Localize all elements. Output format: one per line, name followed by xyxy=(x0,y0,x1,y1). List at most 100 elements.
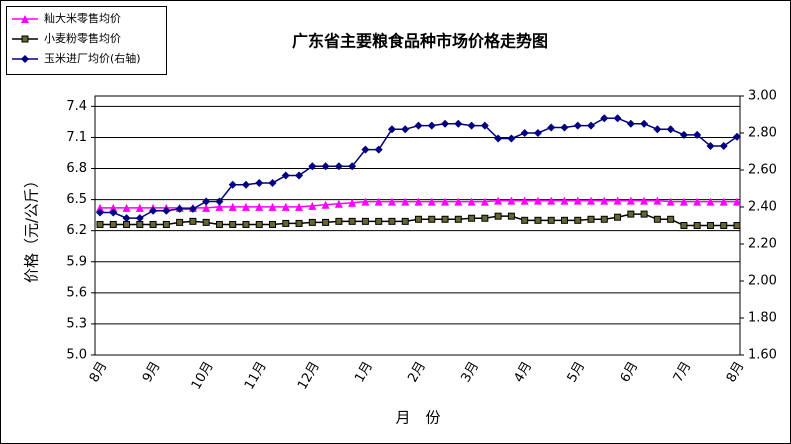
point-marker xyxy=(361,145,370,154)
point-marker xyxy=(334,162,343,171)
point-marker xyxy=(454,119,463,128)
legend-marker xyxy=(21,15,29,23)
point-marker xyxy=(136,220,144,228)
y-tick-label: 6.5 xyxy=(66,192,87,207)
y-tick-label: 5.9 xyxy=(66,254,87,269)
point-marker xyxy=(613,196,622,205)
point-marker xyxy=(733,222,741,229)
point-marker xyxy=(162,206,171,215)
point-marker xyxy=(600,196,609,205)
point-marker xyxy=(188,204,197,213)
y2-tick-label: 2.60 xyxy=(748,163,777,178)
point-marker xyxy=(387,197,396,206)
point-marker xyxy=(215,202,224,211)
point-marker xyxy=(109,220,117,228)
legend-box xyxy=(6,6,167,75)
point-marker xyxy=(560,123,569,132)
point-marker xyxy=(467,121,476,130)
legend-label: 小麦粉零售均价 xyxy=(44,31,121,45)
point-marker xyxy=(428,215,436,223)
point-marker xyxy=(653,125,662,134)
point-marker xyxy=(706,197,715,206)
point-marker xyxy=(680,222,688,229)
point-marker xyxy=(176,218,184,226)
point-marker xyxy=(269,220,277,228)
point-marker xyxy=(587,196,596,205)
y2-tick-label: 1.60 xyxy=(748,348,777,363)
point-marker xyxy=(667,215,675,223)
point-marker xyxy=(587,121,596,130)
y-tick-label: 6.2 xyxy=(66,223,87,238)
point-marker xyxy=(468,214,476,222)
point-marker xyxy=(693,222,701,229)
point-marker xyxy=(627,210,635,218)
legend-marker xyxy=(21,35,29,43)
point-marker xyxy=(202,203,211,212)
point-marker xyxy=(706,141,715,150)
point-marker xyxy=(520,196,529,205)
point-marker xyxy=(507,134,516,143)
point-marker xyxy=(640,196,649,205)
point-marker xyxy=(374,145,383,154)
y-tick-label: 7.4 xyxy=(66,99,87,114)
point-marker xyxy=(361,217,369,225)
point-marker xyxy=(189,217,197,225)
point-marker xyxy=(480,121,489,130)
point-marker xyxy=(122,203,131,212)
point-marker xyxy=(149,220,157,228)
point-marker xyxy=(215,220,223,228)
y-tick-label: 7.1 xyxy=(66,130,87,145)
point-marker xyxy=(720,222,728,229)
point-marker xyxy=(228,202,237,211)
point-marker xyxy=(614,213,622,221)
y-axis-label: 价格（元/公斤） xyxy=(23,173,41,283)
point-marker xyxy=(401,197,410,206)
point-marker xyxy=(348,162,357,171)
point-marker xyxy=(533,129,542,137)
y-tick-label: 6.8 xyxy=(66,161,87,176)
point-marker xyxy=(520,129,529,137)
point-marker xyxy=(441,197,450,206)
point-marker xyxy=(255,220,263,228)
y2-tick-label: 2.40 xyxy=(748,200,777,215)
point-marker xyxy=(348,198,357,207)
point-marker xyxy=(308,218,316,226)
point-marker xyxy=(587,215,595,223)
point-marker xyxy=(613,114,622,123)
point-marker xyxy=(693,130,702,139)
point-marker xyxy=(547,196,556,205)
point-marker xyxy=(574,216,582,224)
point-marker xyxy=(401,217,409,225)
point-marker xyxy=(467,197,476,206)
point-marker xyxy=(175,204,184,213)
point-marker xyxy=(295,219,303,227)
point-marker xyxy=(533,196,542,205)
point-marker xyxy=(626,119,635,128)
point-marker xyxy=(560,216,568,224)
point-marker xyxy=(268,178,277,187)
point-marker xyxy=(374,197,383,206)
point-marker xyxy=(679,130,688,139)
point-marker xyxy=(454,197,463,206)
point-marker xyxy=(96,203,104,212)
point-marker xyxy=(308,201,317,210)
point-marker xyxy=(202,197,211,206)
chart-title: 广东省主要粮食品种市场价格走势图 xyxy=(292,32,548,51)
y-tick-label: 5.3 xyxy=(66,316,87,331)
y2-tick-label: 3.00 xyxy=(748,89,777,104)
point-marker xyxy=(560,196,569,205)
point-marker xyxy=(308,162,317,171)
point-marker xyxy=(375,217,383,225)
legend-label: 玉米进厂均价(右轴) xyxy=(44,51,141,65)
point-marker xyxy=(255,178,264,187)
x-axis-label: 月 份 xyxy=(395,409,440,427)
point-marker xyxy=(109,208,118,217)
point-marker xyxy=(427,197,436,206)
point-marker xyxy=(666,197,675,206)
point-marker xyxy=(693,197,702,206)
point-marker xyxy=(547,216,555,224)
point-marker xyxy=(322,218,330,226)
point-marker xyxy=(427,121,436,130)
point-marker xyxy=(295,202,304,211)
point-marker xyxy=(573,196,582,205)
